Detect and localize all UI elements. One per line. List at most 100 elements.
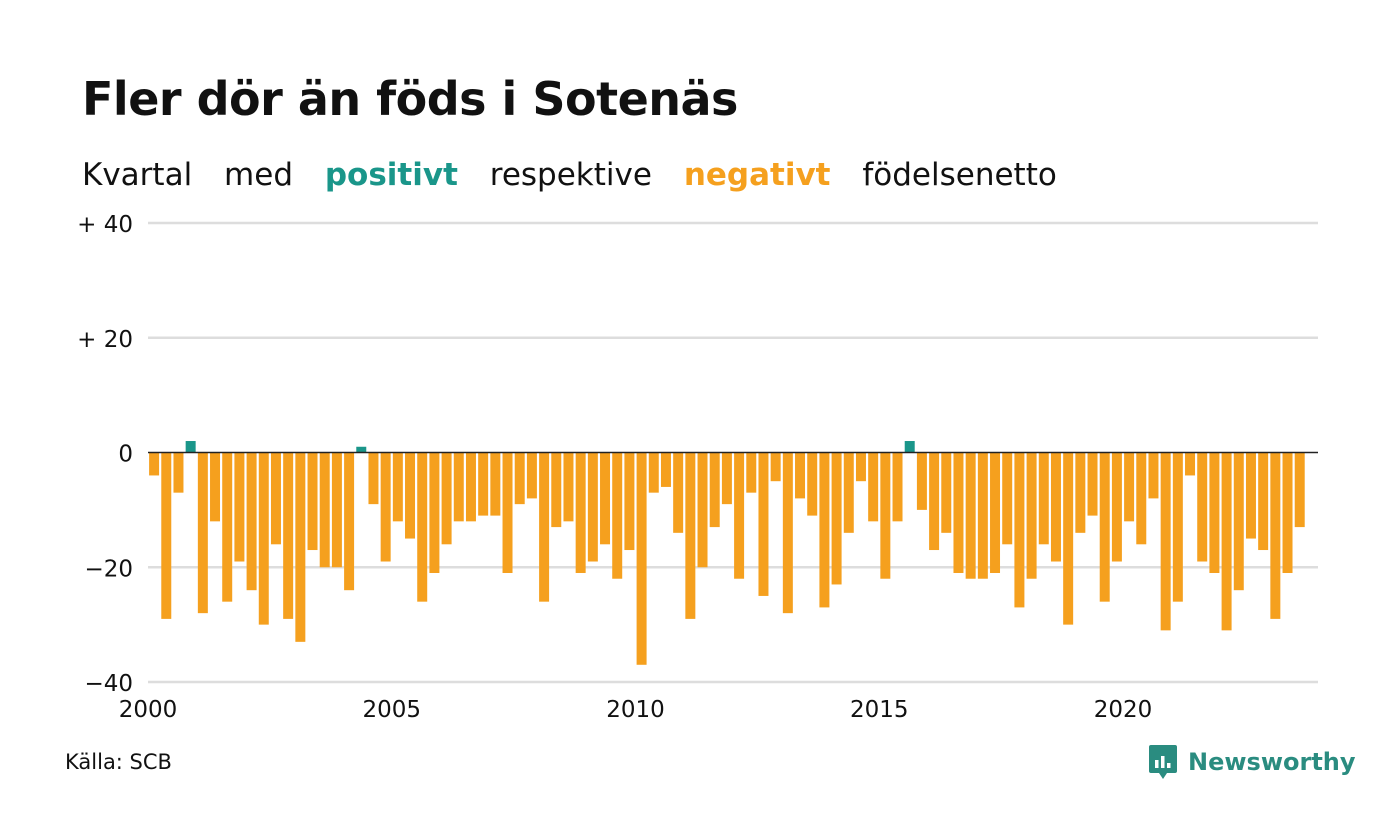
chart-subtitle: Kvartal med positivt respektive negativt… — [82, 157, 1079, 193]
bar-negative — [270, 452, 281, 545]
bar-negative — [502, 452, 513, 573]
y-tick-label: −20 — [84, 556, 133, 582]
bar-negative — [648, 452, 659, 493]
bar-negative — [965, 452, 976, 579]
bar-negative — [1148, 452, 1159, 499]
bar-negative — [368, 452, 379, 505]
bar-negative — [319, 452, 330, 568]
bar-negative — [868, 452, 879, 522]
bar-negative — [831, 452, 842, 585]
bar-series — [149, 441, 1305, 665]
bar-negative — [1075, 452, 1086, 533]
x-tick-label: 2000 — [119, 697, 178, 723]
bar-negative — [465, 452, 476, 522]
bar-negative — [380, 452, 391, 562]
y-tick-label: + 20 — [77, 327, 133, 353]
bar-negative — [283, 452, 294, 619]
bar-negative — [563, 452, 574, 522]
bar-negative — [222, 452, 233, 602]
bar-negative — [539, 452, 550, 602]
bar-negative — [795, 452, 806, 499]
subtitle-positive-label: positivt — [324, 157, 458, 193]
bar-negative — [855, 452, 866, 482]
bar-negative — [600, 452, 611, 545]
bar-negative — [344, 452, 355, 591]
bar-negative — [624, 452, 635, 551]
bar-negative — [1270, 452, 1281, 619]
bar-negative — [916, 452, 927, 510]
source-note: Källa: SCB — [65, 750, 172, 774]
bar-negative — [843, 452, 854, 533]
bar-negative — [1221, 452, 1232, 631]
bar-negative — [746, 452, 757, 493]
x-tick-label: 2015 — [850, 697, 909, 723]
bar-negative — [234, 452, 245, 562]
grid-lines — [148, 221, 1318, 684]
bar-negative — [1050, 452, 1061, 562]
bar-negative — [1136, 452, 1147, 545]
bar-negative — [405, 452, 416, 539]
bar-positive — [904, 441, 915, 453]
bar-negative — [149, 452, 160, 476]
bar-negative — [246, 452, 257, 591]
bar-negative — [173, 452, 184, 493]
bar-negative — [429, 452, 440, 573]
bar-negative — [1258, 452, 1269, 551]
x-axis-labels: 2000 2005 2010 2015 2020 — [119, 697, 1153, 723]
bar-negative — [1111, 452, 1122, 562]
bar-negative — [636, 452, 647, 665]
bar-negative — [478, 452, 489, 516]
bar-negative — [1294, 452, 1305, 528]
subtitle-negative-label: negativt — [683, 157, 831, 193]
bar-negative — [526, 452, 537, 499]
bar-negative — [1026, 452, 1037, 579]
bar-negative — [1002, 452, 1013, 545]
bar-negative — [660, 452, 671, 487]
bar-negative — [1014, 452, 1025, 608]
x-tick-label: 2010 — [606, 697, 665, 723]
bar-negative — [734, 452, 745, 579]
bar-negative — [1172, 452, 1183, 602]
x-tick-label: 2020 — [1094, 697, 1153, 723]
bar-negative — [1160, 452, 1171, 631]
bar-negative — [990, 452, 1001, 573]
bar-negative — [210, 452, 221, 522]
bar-negative — [1209, 452, 1220, 573]
subtitle-word-fodelsenetto: födelsenetto — [862, 157, 1057, 193]
bar-negative — [295, 452, 306, 642]
bar-negative — [770, 452, 781, 482]
bar-negative — [1087, 452, 1098, 516]
bar-negative — [709, 452, 720, 528]
bar-negative — [490, 452, 501, 516]
bar-negative — [612, 452, 623, 579]
bar-negative — [758, 452, 769, 596]
bar-negative — [1185, 452, 1196, 476]
bar-negative — [1038, 452, 1049, 545]
bar-negative — [417, 452, 428, 602]
bar-negative — [941, 452, 952, 533]
bar-negative — [929, 452, 940, 551]
bar-negative — [807, 452, 818, 516]
bar-negative — [953, 452, 964, 573]
bar-positive — [356, 446, 367, 453]
y-axis-labels: + 40 + 20 0 −20 −40 — [77, 212, 133, 697]
bar-negative — [1099, 452, 1110, 602]
chart-title: Fler dör än föds i Sotenäs — [82, 72, 738, 126]
subtitle-word-respektive: respektive — [489, 157, 652, 193]
bar-negative — [977, 452, 988, 579]
bar-negative — [1282, 452, 1293, 573]
bar-chart-speech-bubble-icon — [1149, 745, 1177, 779]
subtitle-word-med: med — [224, 157, 293, 193]
bar-negative — [1124, 452, 1135, 522]
bar-negative — [819, 452, 830, 608]
bar-negative — [161, 452, 172, 619]
bar-negative — [453, 452, 464, 522]
bar-negative — [551, 452, 562, 528]
bar-negative — [673, 452, 684, 533]
bar-negative — [307, 452, 318, 551]
bar-negative — [1233, 452, 1244, 591]
subtitle-word-kvartal: Kvartal — [82, 157, 193, 193]
bar-positive — [185, 441, 196, 453]
bar-negative — [1063, 452, 1074, 625]
